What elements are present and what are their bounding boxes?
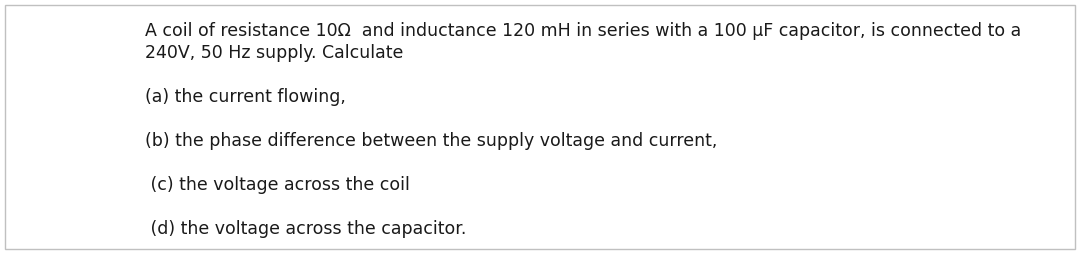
Text: (a) the current flowing,: (a) the current flowing, [145,88,346,106]
Text: (b) the phase difference between the supply voltage and current,: (b) the phase difference between the sup… [145,132,717,150]
Text: (d) the voltage across the capacitor.: (d) the voltage across the capacitor. [145,220,467,238]
Text: (c) the voltage across the coil: (c) the voltage across the coil [145,176,410,194]
Text: 240V, 50 Hz supply. Calculate: 240V, 50 Hz supply. Calculate [145,44,403,62]
Text: A coil of resistance 10Ω  and inductance 120 mH in series with a 100 μF capacito: A coil of resistance 10Ω and inductance … [145,22,1022,40]
